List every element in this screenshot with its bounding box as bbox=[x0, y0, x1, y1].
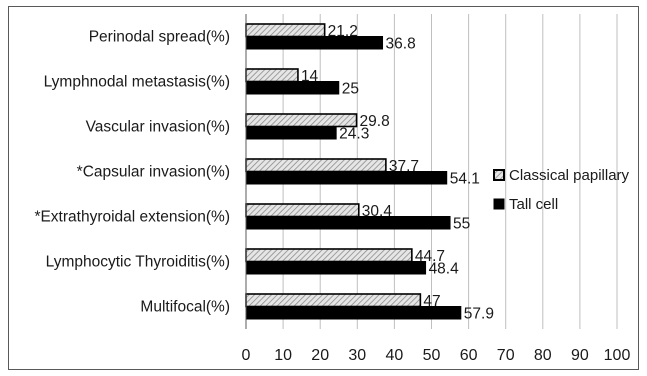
data-label-classical-1: 14 bbox=[301, 68, 319, 85]
data-label-classical-2: 29.8 bbox=[360, 113, 390, 130]
tick-label-40: 40 bbox=[386, 347, 404, 364]
category-label-5: Lymphocytic Thyroiditis(%) bbox=[46, 254, 230, 271]
bar-tall-5 bbox=[245, 261, 427, 275]
category-label-2: Vascular invasion(%) bbox=[86, 119, 230, 136]
tick-label-80: 80 bbox=[534, 347, 552, 364]
tick-label-90: 90 bbox=[571, 347, 589, 364]
tick-label-30: 30 bbox=[348, 347, 366, 364]
tick-label-0: 0 bbox=[242, 347, 251, 364]
value-axis: 0 10 20 30 40 50 60 70 80 90 100 bbox=[242, 14, 631, 364]
legend-swatch-1 bbox=[493, 198, 505, 210]
legend-label-0: Classical papillary bbox=[509, 167, 630, 184]
bar-classical-0 bbox=[245, 23, 326, 38]
data-label-classical-0: 21.2 bbox=[328, 23, 358, 40]
tick-label-10: 10 bbox=[274, 347, 292, 364]
tick-label-60: 60 bbox=[460, 347, 478, 364]
legend-swatch-0 bbox=[493, 169, 505, 181]
tick-label-70: 70 bbox=[497, 347, 515, 364]
bar-tall-1 bbox=[245, 81, 340, 95]
category-label-4: *Extrathyroidal extension(%) bbox=[34, 209, 230, 226]
data-label-tall-2: 24.3 bbox=[339, 126, 369, 143]
data-label-tall-3: 54.1 bbox=[450, 171, 480, 188]
data-label-tall-5: 48.4 bbox=[429, 261, 460, 278]
bar-tall-2 bbox=[245, 126, 337, 140]
tick-label-100: 100 bbox=[604, 347, 631, 364]
data-label-classical-3: 37.7 bbox=[389, 158, 419, 175]
category-label-0: Perinodal spread(%) bbox=[89, 29, 230, 46]
bar-classical-3 bbox=[245, 158, 387, 173]
data-label-tall-1: 25 bbox=[342, 81, 359, 98]
tick-label-50: 50 bbox=[423, 347, 441, 364]
bar-classical-1 bbox=[245, 68, 299, 83]
data-label-classical-4: 30.4 bbox=[362, 203, 393, 220]
data-label-tall-4: 55 bbox=[453, 216, 470, 233]
tick-label-20: 20 bbox=[311, 347, 329, 364]
category-label-1: Lymphnodal metastasis(%) bbox=[44, 74, 230, 91]
data-label-classical-6: 47 bbox=[423, 293, 440, 310]
grid-lines bbox=[282, 14, 618, 329]
category-label-6: Multifocal(%) bbox=[140, 299, 230, 316]
bar-tall-4 bbox=[245, 216, 451, 230]
category-axis: Perinodal spread(%) Lymphnodal metastasis… bbox=[34, 29, 230, 316]
bar-classical-6 bbox=[245, 293, 422, 308]
bar-classical-5 bbox=[245, 248, 413, 263]
legend: Classical papillary Tall cell bbox=[493, 167, 630, 213]
data-label-tall-0: 36.8 bbox=[386, 36, 416, 53]
data-label-classical-5: 44.7 bbox=[415, 248, 445, 265]
bar-classical-4 bbox=[245, 203, 360, 218]
bars bbox=[245, 23, 462, 320]
legend-label-1: Tall cell bbox=[509, 196, 558, 213]
bar-tall-0 bbox=[245, 36, 384, 50]
data-label-tall-6: 57.9 bbox=[464, 306, 494, 323]
category-label-3: *Capsular invasion(%) bbox=[77, 164, 230, 181]
